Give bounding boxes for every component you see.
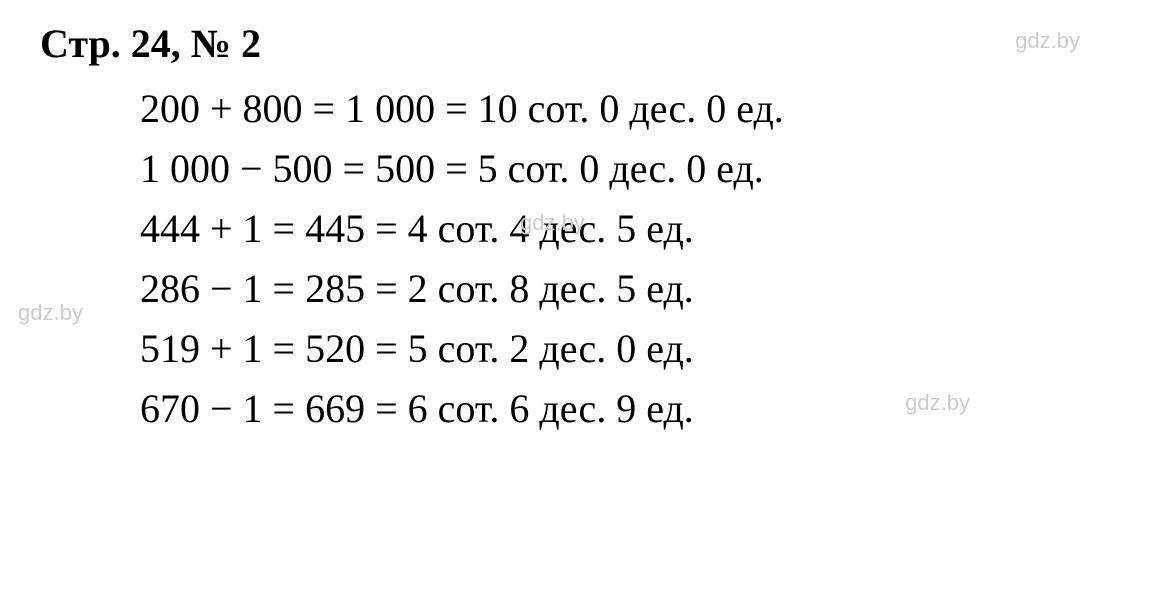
equation-line: 286 − 1 = 285 = 2 сот. 8 дес. 5 ед. <box>140 259 1120 319</box>
equation-line: 670 − 1 = 669 = 6 сот. 6 дес. 9 ед. <box>140 379 1120 439</box>
page-title: Стр. 24, № 2 <box>40 20 1120 67</box>
equation-line: 519 + 1 = 520 = 5 сот. 2 дес. 0 ед. <box>140 319 1120 379</box>
equation-line: 200 + 800 = 1 000 = 10 сот. 0 дес. 0 ед. <box>140 79 1120 139</box>
equations-block: 200 + 800 = 1 000 = 10 сот. 0 дес. 0 ед.… <box>40 79 1120 439</box>
watermark-text: gdz.by <box>18 300 83 326</box>
watermark-text: gdz.by <box>1015 28 1080 54</box>
watermark-text: gdz.by <box>520 210 585 236</box>
watermark-text: gdz.by <box>905 390 970 416</box>
equation-line: 1 000 − 500 = 500 = 5 сот. 0 дес. 0 ед. <box>140 139 1120 199</box>
equation-line: 444 + 1 = 445 = 4 сот. 4 дес. 5 ед. <box>140 199 1120 259</box>
